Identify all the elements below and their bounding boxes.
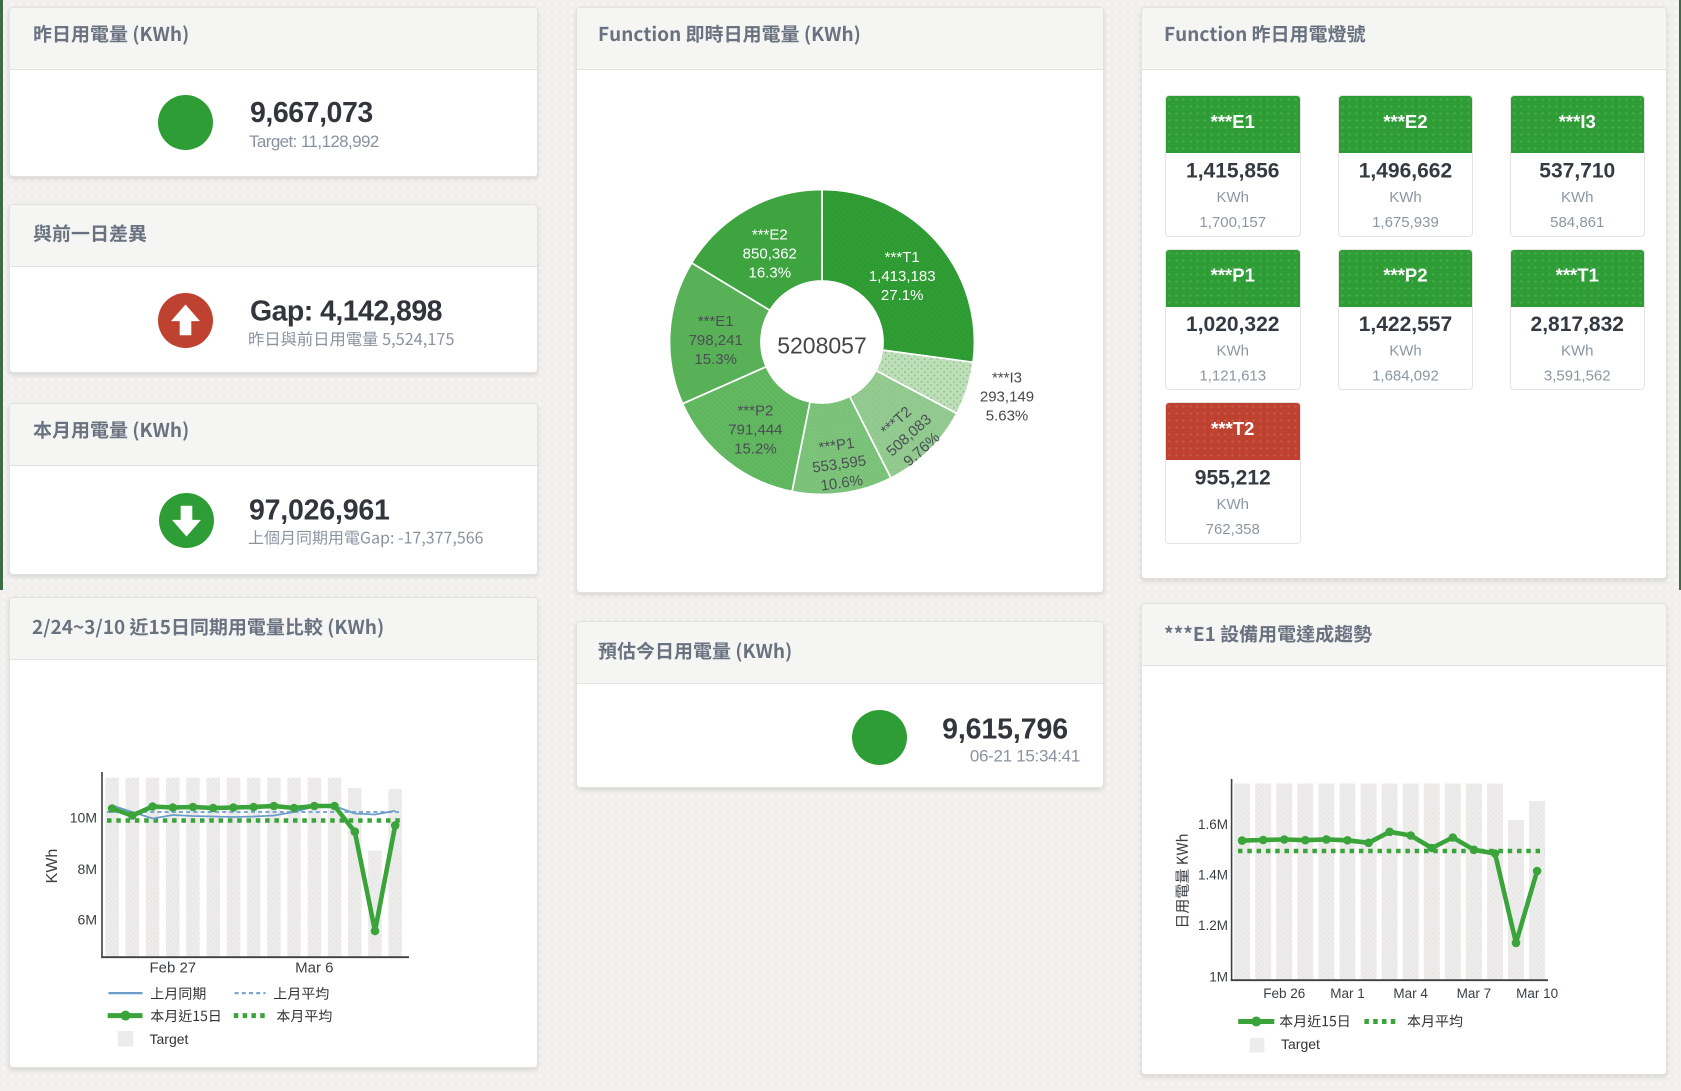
- svg-text:5208057: 5208057: [777, 333, 867, 359]
- svg-text:***I3: ***I3: [1559, 111, 1596, 132]
- svg-text:10.6%: 10.6%: [820, 472, 864, 495]
- svg-text:***P2: ***P2: [1383, 265, 1427, 286]
- svg-text:***P1: ***P1: [818, 435, 856, 457]
- svg-text:762,358: 762,358: [1206, 521, 1260, 538]
- svg-text:Target: Target: [150, 1031, 189, 1047]
- svg-text:1,700,157: 1,700,157: [1199, 214, 1266, 231]
- svg-text:***T1: ***T1: [1556, 265, 1599, 286]
- svg-text:1M: 1M: [1209, 970, 1228, 985]
- svg-text:Target: 11,128,992: Target: 11,128,992: [249, 132, 379, 151]
- svg-text:1,413,183: 1,413,183: [869, 268, 936, 285]
- svg-text:KWh: KWh: [1389, 343, 1422, 360]
- svg-text:27.1%: 27.1%: [881, 287, 924, 304]
- svg-text:1,675,939: 1,675,939: [1372, 214, 1439, 231]
- svg-text:584,861: 584,861: [1550, 214, 1604, 231]
- svg-text:1.6M: 1.6M: [1198, 817, 1228, 832]
- svg-text:537,710: 537,710: [1539, 159, 1615, 182]
- svg-text:798,241: 798,241: [689, 332, 743, 349]
- svg-text:Target: Target: [1281, 1036, 1320, 1052]
- svg-text:Mar 7: Mar 7: [1457, 986, 1492, 1001]
- svg-text:KWh: KWh: [1216, 496, 1249, 513]
- svg-text:9,667,073: 9,667,073: [250, 97, 373, 129]
- svg-text:2,817,832: 2,817,832: [1531, 313, 1624, 336]
- svg-text:1,121,613: 1,121,613: [1199, 368, 1266, 385]
- svg-text:955,212: 955,212: [1195, 466, 1271, 489]
- svg-text:KWh: KWh: [1561, 189, 1594, 206]
- svg-text:5.63%: 5.63%: [986, 407, 1029, 424]
- svg-text:***P2: ***P2: [737, 403, 773, 420]
- svg-text:Gap: 4,142,898: Gap: 4,142,898: [250, 296, 442, 328]
- svg-text:1,415,856: 1,415,856: [1186, 159, 1279, 182]
- svg-text:1,496,662: 1,496,662: [1359, 159, 1452, 182]
- svg-text:293,149: 293,149: [980, 388, 1034, 405]
- svg-text:06-21 15:34:41: 06-21 15:34:41: [970, 747, 1080, 766]
- svg-text:1,684,092: 1,684,092: [1372, 368, 1439, 385]
- svg-text:***P1: ***P1: [1211, 265, 1255, 286]
- svg-text:Mar 1: Mar 1: [1330, 986, 1365, 1001]
- svg-text:791,444: 791,444: [728, 422, 782, 439]
- svg-text:Mar 10: Mar 10: [1516, 986, 1558, 1001]
- svg-text:16.3%: 16.3%: [749, 265, 792, 282]
- svg-text:KWh: KWh: [1216, 343, 1249, 360]
- svg-text:97,026,961: 97,026,961: [249, 495, 390, 527]
- svg-text:1,422,557: 1,422,557: [1359, 313, 1452, 336]
- svg-text:15.2%: 15.2%: [734, 441, 777, 458]
- svg-text:***E1: ***E1: [698, 313, 734, 330]
- svg-text:1,020,322: 1,020,322: [1186, 313, 1279, 336]
- svg-text:KWh: KWh: [1389, 189, 1422, 206]
- svg-text:Feb 26: Feb 26: [1263, 986, 1305, 1001]
- svg-text:3,591,562: 3,591,562: [1544, 368, 1611, 385]
- svg-text:***E2: ***E2: [752, 227, 788, 244]
- svg-text:KWh: KWh: [44, 849, 61, 884]
- svg-text:Mar 4: Mar 4: [1393, 986, 1428, 1001]
- svg-text:1.4M: 1.4M: [1198, 868, 1228, 883]
- svg-text:10M: 10M: [70, 810, 97, 826]
- svg-text:***T1: ***T1: [885, 249, 920, 266]
- svg-text:***T2: ***T2: [1211, 418, 1254, 439]
- svg-text:850,362: 850,362: [743, 246, 797, 263]
- svg-text:***E1: ***E1: [1211, 111, 1255, 132]
- svg-text:Mar 6: Mar 6: [295, 960, 333, 977]
- svg-text:8M: 8M: [78, 861, 97, 877]
- svg-text:KWh: KWh: [1561, 343, 1594, 360]
- svg-text:15.3%: 15.3%: [694, 351, 737, 368]
- svg-text:KWh: KWh: [1216, 189, 1249, 206]
- svg-text:***E2: ***E2: [1383, 111, 1427, 132]
- svg-text:9,615,796: 9,615,796: [942, 714, 1068, 746]
- svg-text:6M: 6M: [78, 912, 97, 928]
- svg-text:***I3: ***I3: [992, 369, 1022, 386]
- svg-text:1.2M: 1.2M: [1198, 918, 1228, 933]
- svg-text:Feb 27: Feb 27: [149, 960, 196, 977]
